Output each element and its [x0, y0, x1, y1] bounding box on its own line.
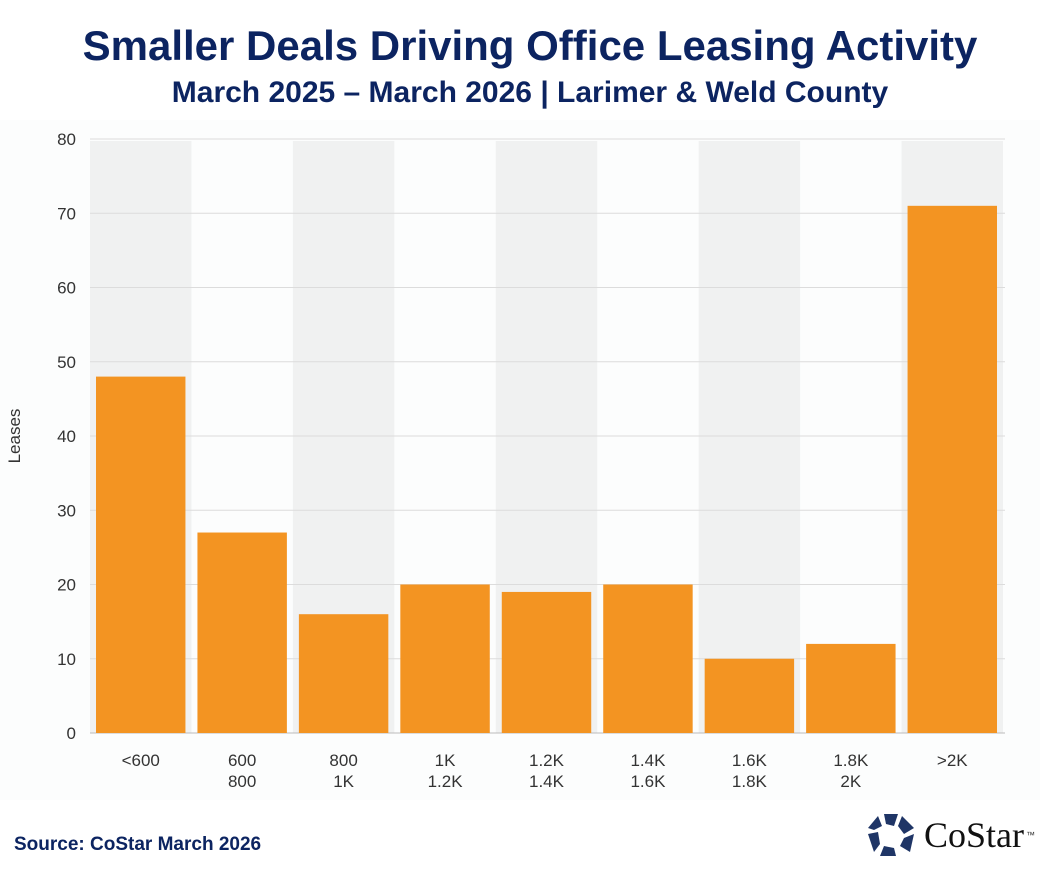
bar	[907, 205, 997, 733]
column-band	[698, 141, 801, 733]
x-tick-label: 800	[228, 772, 256, 791]
chart-subtitle: March 2025 – March 2026 | Larimer & Weld…	[171, 76, 889, 109]
x-tick-label: 1.4K	[630, 751, 666, 770]
y-tick-label: 10	[57, 650, 76, 669]
source-note: Source: CoStar March 2026	[14, 834, 262, 855]
x-tick-label: 600	[228, 751, 256, 770]
logo-text: CoStar	[924, 815, 1025, 855]
bar	[96, 376, 186, 733]
y-tick-label: 40	[57, 427, 76, 446]
bar	[806, 643, 896, 733]
costar-star-icon	[868, 814, 914, 856]
x-tick-label: 1.6K	[732, 751, 768, 770]
x-tick-label: 1.8K	[833, 751, 869, 770]
trademark: ™	[1026, 830, 1036, 840]
x-tick-label: 2K	[840, 772, 861, 791]
bar	[298, 614, 389, 733]
bar	[603, 584, 693, 733]
costar-logo: CoStar ™	[866, 812, 1035, 858]
y-tick-label: 50	[57, 353, 76, 372]
y-tick-label: 80	[57, 130, 76, 149]
x-tick-label: 1K	[435, 751, 456, 770]
y-tick-label: 20	[57, 576, 76, 595]
x-tick-label: 1.4K	[529, 772, 565, 791]
y-axis-label: Leases	[5, 409, 24, 464]
bar	[400, 584, 490, 733]
x-tick-label: 1.2K	[428, 772, 464, 791]
y-tick-label: 30	[57, 501, 76, 520]
x-tick-label: 1.8K	[732, 772, 768, 791]
x-tick-label: >2K	[937, 751, 968, 770]
y-tick-label: 0	[67, 724, 76, 743]
x-tick-label: 1.6K	[630, 772, 666, 791]
y-tick-label: 60	[57, 279, 76, 298]
chart-title: Smaller Deals Driving Office Leasing Act…	[82, 22, 978, 69]
bar	[197, 532, 287, 733]
bar	[704, 658, 795, 733]
y-tick-label: 70	[57, 204, 76, 223]
x-tick-label: 1.2K	[529, 751, 565, 770]
bar	[501, 591, 592, 733]
x-tick-label: 800	[329, 751, 357, 770]
x-tick-label: 1K	[333, 772, 354, 791]
x-tick-label: <600	[122, 751, 160, 770]
